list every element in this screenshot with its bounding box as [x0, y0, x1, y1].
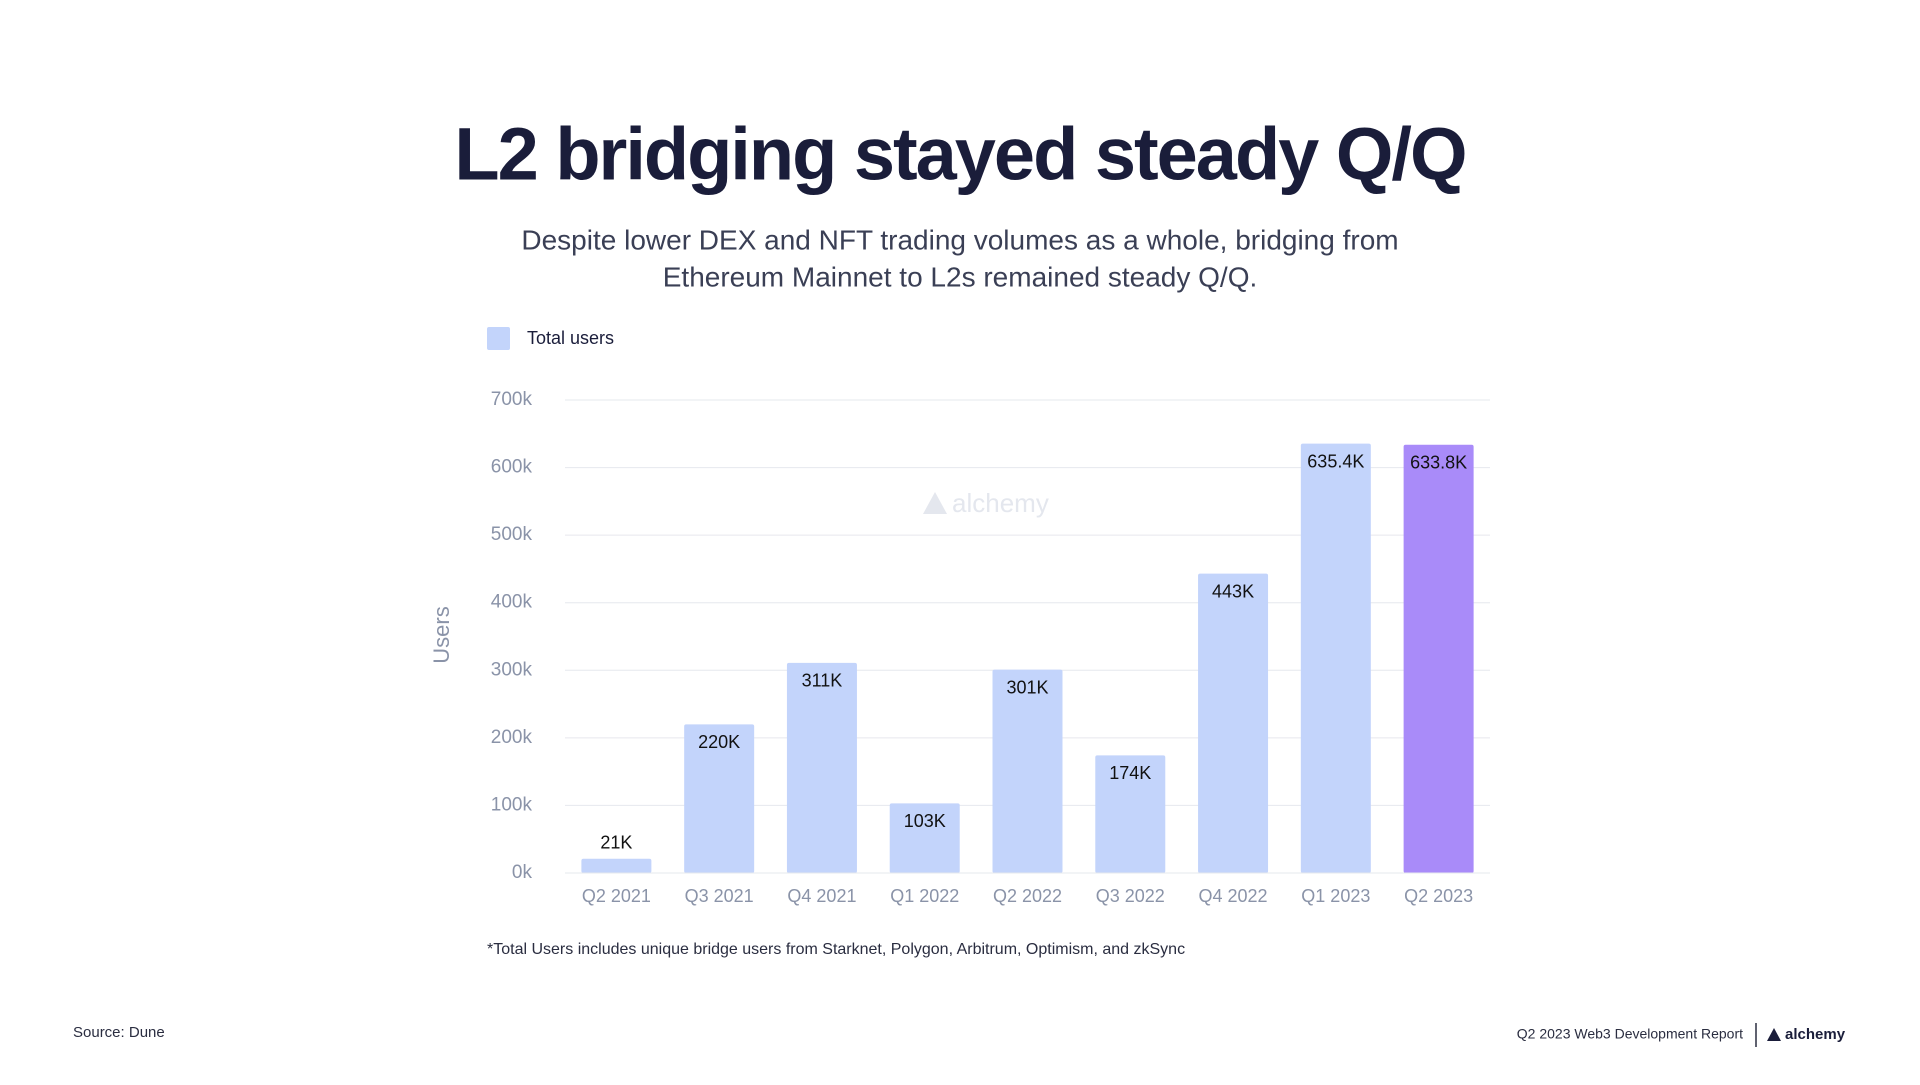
x-tick-label: Q1 2022 — [890, 886, 959, 906]
x-tick-label: Q3 2022 — [1096, 886, 1165, 906]
x-tick-label: Q2 2022 — [993, 886, 1062, 906]
legend-label: Total users — [527, 328, 614, 348]
value-label: 103K — [904, 811, 946, 831]
source: Source: Dune — [73, 1024, 165, 1041]
y-tick-label: 300k — [491, 659, 533, 680]
y-tick-label: 500k — [491, 524, 533, 545]
bar — [889, 803, 960, 873]
y-tick-label: 100k — [491, 794, 533, 815]
value-label: 633.8K — [1410, 452, 1467, 472]
value-label: 21K — [600, 833, 632, 853]
value-label: 220K — [698, 732, 740, 752]
y-tick-label: 200k — [491, 727, 533, 748]
x-tick-label: Q1 2023 — [1301, 886, 1370, 906]
x-tick-label: Q4 2022 — [1199, 886, 1268, 906]
y-axis-label: Users — [429, 606, 454, 663]
watermark: alchemy — [952, 488, 1049, 518]
legend-swatch — [487, 327, 510, 350]
subtitle: Despite lower DEX and NFT trading volume… — [521, 224, 1398, 255]
subtitle: Ethereum Mainnet to L2s remained steady … — [663, 261, 1258, 292]
value-label: 174K — [1109, 763, 1151, 783]
bar — [1300, 443, 1371, 873]
bar — [684, 724, 755, 873]
value-label: 443K — [1212, 581, 1254, 601]
value-label: 311K — [802, 671, 843, 691]
report-name: Q2 2023 Web3 Development Report — [1517, 1026, 1743, 1042]
bar — [992, 669, 1063, 873]
value-label: 635.4K — [1307, 451, 1364, 471]
bar — [581, 858, 652, 873]
y-tick-label: 600k — [491, 457, 533, 478]
footnote: *Total Users includes unique bridge user… — [487, 941, 1185, 958]
y-tick-label: 0k — [512, 862, 533, 883]
bar — [1095, 755, 1166, 873]
bar — [1403, 444, 1474, 873]
x-tick-label: Q2 2023 — [1404, 886, 1473, 906]
value-label: 301K — [1006, 677, 1048, 697]
x-tick-label: Q4 2021 — [787, 886, 856, 906]
bar — [1198, 573, 1269, 873]
x-tick-label: Q2 2021 — [582, 886, 651, 906]
brand: alchemy — [1785, 1026, 1846, 1043]
bar — [786, 662, 857, 873]
x-tick-label: Q3 2021 — [685, 886, 754, 906]
y-tick-label: 700k — [491, 389, 533, 410]
watermark-logo — [923, 492, 947, 514]
y-tick-label: 400k — [491, 592, 533, 613]
chart-title: L2 bridging stayed steady Q/Q — [454, 113, 1465, 196]
brand-logo — [1767, 1028, 1781, 1041]
